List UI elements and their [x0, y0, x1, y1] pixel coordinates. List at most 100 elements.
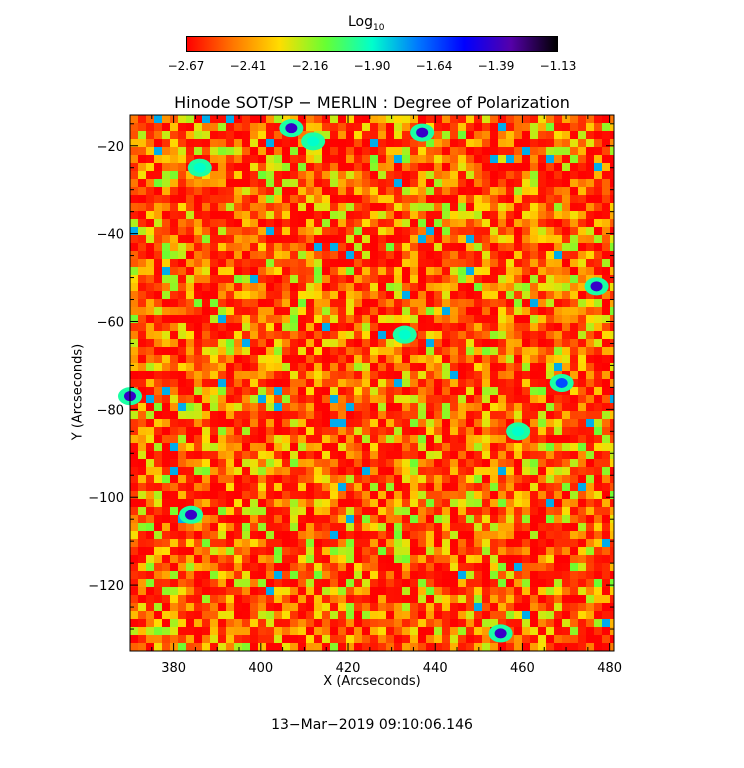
heatmap-cell	[498, 267, 506, 275]
heatmap-cell	[314, 355, 322, 363]
heatmap-cell	[554, 435, 562, 443]
heatmap-cell	[314, 203, 322, 211]
heatmap-cell	[386, 355, 394, 363]
heatmap-cell	[258, 259, 266, 267]
heatmap-cell	[442, 595, 450, 603]
heatmap-cell	[154, 483, 162, 491]
heatmap-cell	[242, 347, 250, 355]
heatmap-cell	[154, 443, 162, 451]
heatmap-cell	[306, 531, 314, 539]
heatmap-cell	[586, 531, 594, 539]
heatmap-cell	[498, 571, 506, 579]
heatmap-cell	[386, 523, 394, 531]
heatmap-cell	[210, 579, 218, 587]
heatmap-cell	[418, 595, 426, 603]
heatmap-cell	[554, 419, 562, 427]
heatmap-cell	[458, 491, 466, 499]
heatmap-cell	[234, 259, 242, 267]
heatmap-cell	[562, 627, 570, 635]
heatmap-cell	[354, 435, 362, 443]
heatmap-cell	[610, 619, 614, 627]
heatmap-cell	[602, 131, 610, 139]
heatmap-cell	[258, 171, 266, 179]
heatmap-cell	[458, 459, 466, 467]
timestamp: 13−Mar−2019 09:10:06.146	[271, 717, 473, 733]
heatmap-cell	[298, 499, 306, 507]
heatmap-cell	[282, 171, 290, 179]
heatmap-cell	[210, 195, 218, 203]
heatmap-cell	[466, 419, 474, 427]
heatmap-cell	[570, 179, 578, 187]
heatmap-cell	[338, 123, 346, 131]
heatmap-cell	[138, 363, 146, 371]
heatmap-cell	[554, 451, 562, 459]
heatmap-cell	[354, 619, 362, 627]
heatmap-cell	[202, 259, 210, 267]
heatmap-cell	[522, 587, 530, 595]
heatmap-cell	[170, 523, 178, 531]
heatmap-cell	[242, 387, 250, 395]
heatmap-cell	[602, 323, 610, 331]
heatmap-cell	[146, 427, 154, 435]
heatmap-cell	[314, 603, 322, 611]
heatmap-cell	[354, 595, 362, 603]
heatmap-cell	[322, 547, 330, 555]
heatmap-cell	[554, 339, 562, 347]
heatmap-cell	[546, 275, 554, 283]
heatmap-cell	[130, 275, 138, 283]
heatmap-cell	[258, 635, 266, 643]
heatmap-cell	[154, 411, 162, 419]
heatmap-cell	[250, 555, 258, 563]
heatmap-cell	[450, 379, 458, 387]
heatmap-cell	[130, 491, 138, 499]
heatmap-cell	[354, 507, 362, 515]
heatmap-cell	[394, 379, 402, 387]
heatmap-cell	[602, 203, 610, 211]
heatmap-cell	[570, 547, 578, 555]
heatmap-cell	[554, 595, 562, 603]
heatmap-cell	[554, 203, 562, 211]
heatmap-cell	[514, 411, 522, 419]
heatmap-cell	[314, 611, 322, 619]
heatmap-cell	[162, 131, 170, 139]
heatmap-cell	[530, 203, 538, 211]
heatmap-cell	[466, 611, 474, 619]
heatmap-cell	[322, 387, 330, 395]
heatmap-cell	[242, 579, 250, 587]
heatmap-cell	[594, 371, 602, 379]
heatmap-cell	[498, 555, 506, 563]
heatmap-cell	[154, 515, 162, 523]
heatmap-cell	[370, 171, 378, 179]
heatmap-cell	[450, 571, 458, 579]
heatmap-cell	[258, 331, 266, 339]
heatmap-cell	[490, 451, 498, 459]
heatmap-cell	[482, 547, 490, 555]
heatmap-cell	[538, 203, 546, 211]
heatmap-cell	[482, 155, 490, 163]
heatmap-cell	[602, 531, 610, 539]
heatmap-cell	[450, 467, 458, 475]
heatmap-cell	[426, 299, 434, 307]
heatmap-cell	[138, 251, 146, 259]
heatmap-cell	[602, 643, 610, 651]
heatmap-cell	[242, 371, 250, 379]
heatmap-cell	[458, 251, 466, 259]
heatmap-cell	[282, 611, 290, 619]
heatmap-cell	[570, 355, 578, 363]
heatmap-cell	[610, 531, 614, 539]
heatmap-cell	[322, 363, 330, 371]
heatmap-cell	[298, 227, 306, 235]
heatmap-cell	[578, 275, 586, 283]
heatmap-cell	[474, 411, 482, 419]
heatmap-cell	[450, 355, 458, 363]
heatmap-cell	[458, 515, 466, 523]
heatmap-cell	[514, 259, 522, 267]
heatmap-cell	[466, 563, 474, 571]
heatmap-cell	[522, 179, 530, 187]
heatmap-cell	[578, 163, 586, 171]
heatmap-cell	[498, 283, 506, 291]
heatmap-cell	[506, 443, 514, 451]
heatmap-cell	[410, 611, 418, 619]
heatmap-cell	[346, 299, 354, 307]
heatmap-cell	[418, 371, 426, 379]
